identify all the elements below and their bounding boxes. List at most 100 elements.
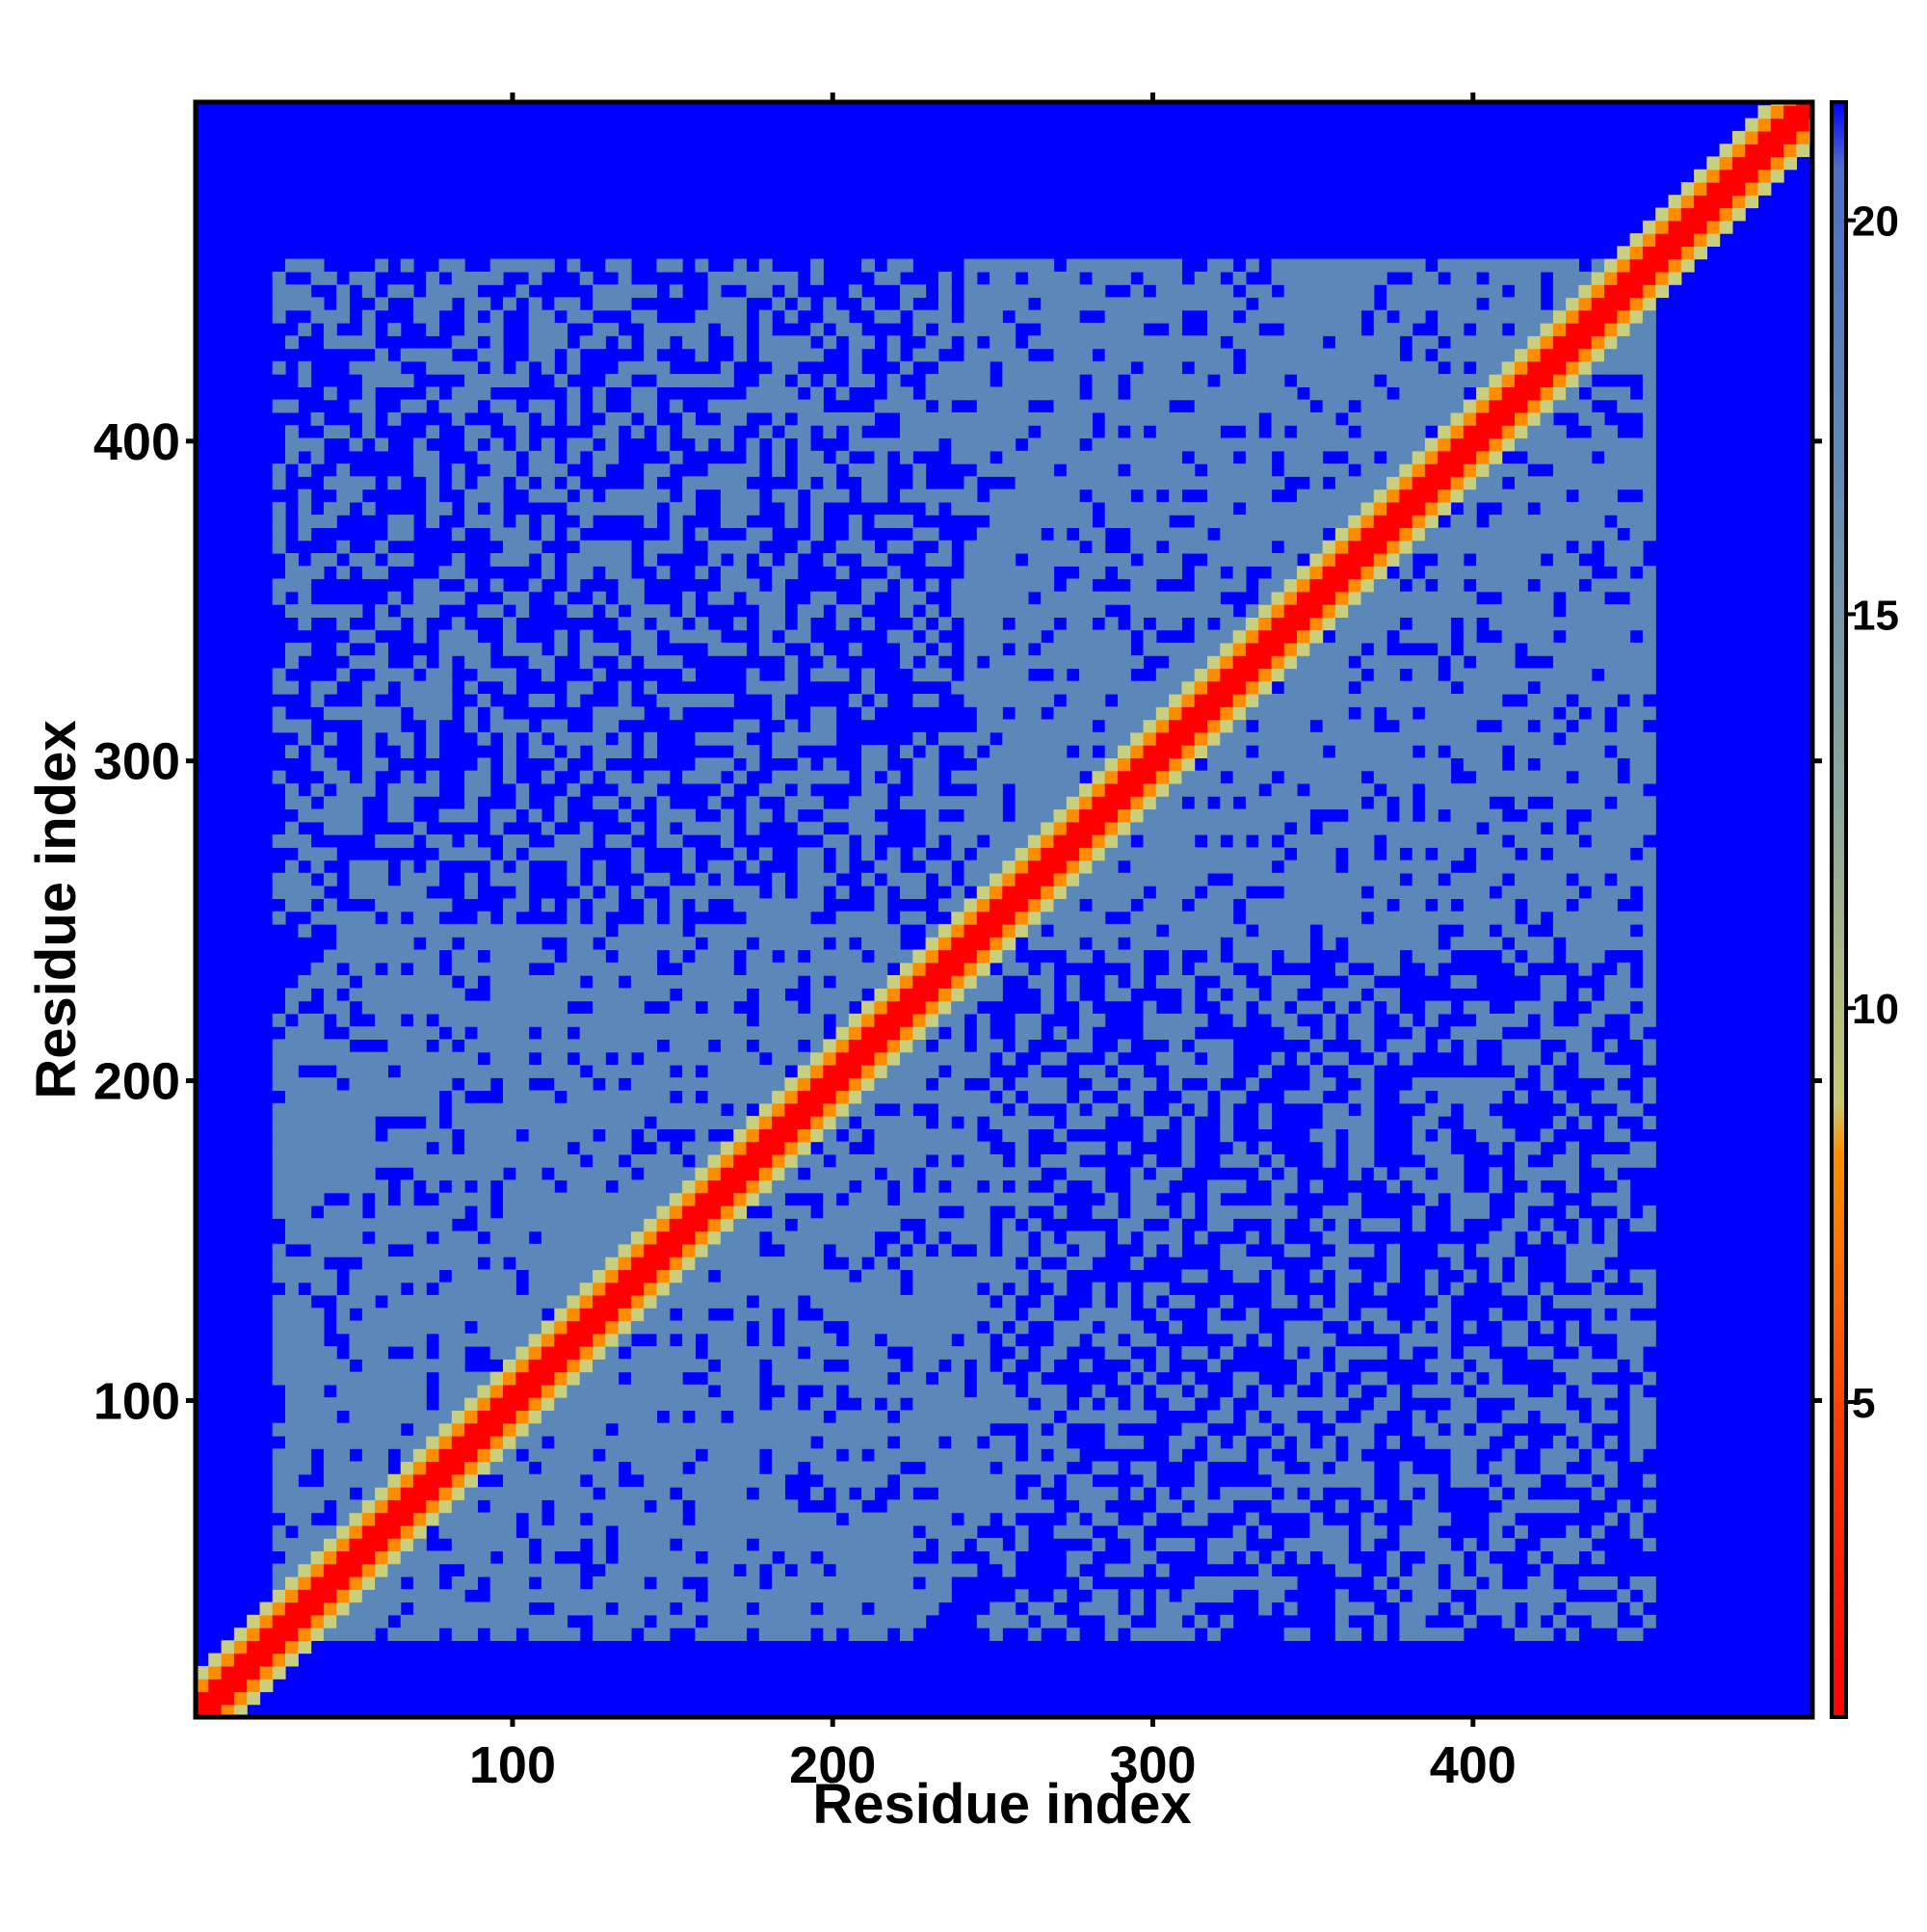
heatmap-cell bbox=[848, 1231, 862, 1245]
heatmap-cell bbox=[361, 1090, 376, 1104]
heatmap-cell bbox=[746, 501, 760, 516]
heatmap-cell bbox=[976, 1065, 990, 1078]
heatmap-cell bbox=[1079, 617, 1093, 631]
heatmap-cell bbox=[1130, 782, 1145, 797]
heatmap-cell bbox=[1002, 1294, 1016, 1309]
heatmap-cell bbox=[298, 284, 312, 299]
heatmap-cell bbox=[720, 1333, 734, 1347]
heatmap-cell bbox=[733, 1448, 748, 1463]
heatmap-cell bbox=[990, 1039, 1003, 1053]
heatmap-cell bbox=[426, 1077, 440, 1092]
heatmap-cell bbox=[272, 680, 286, 695]
heatmap-cell bbox=[990, 323, 1003, 336]
heatmap-cell bbox=[528, 399, 542, 413]
heatmap-cell bbox=[937, 860, 952, 874]
heatmap-cell bbox=[976, 1410, 990, 1424]
heatmap-cell bbox=[1053, 655, 1068, 670]
heatmap-cell bbox=[976, 629, 990, 644]
heatmap-cell bbox=[477, 1524, 491, 1539]
heatmap-cell bbox=[912, 1538, 927, 1551]
heatmap-cell bbox=[503, 1563, 516, 1577]
heatmap-cell bbox=[976, 527, 990, 542]
heatmap-cell bbox=[797, 1410, 811, 1424]
heatmap-cell bbox=[1143, 1243, 1157, 1257]
heatmap-cell bbox=[925, 604, 939, 618]
heatmap-cell bbox=[784, 399, 799, 413]
heatmap-cell bbox=[874, 1371, 888, 1386]
heatmap-cell bbox=[387, 1013, 402, 1027]
heatmap-cell bbox=[964, 489, 978, 503]
heatmap-cell bbox=[438, 1218, 453, 1232]
heatmap-cell bbox=[644, 1167, 658, 1181]
heatmap-cell bbox=[1053, 425, 1068, 439]
heatmap-cell bbox=[1041, 1397, 1055, 1411]
heatmap-cell bbox=[797, 463, 811, 477]
heatmap-cell bbox=[874, 1576, 888, 1590]
heatmap-cell bbox=[925, 1065, 939, 1078]
heatmap-cell bbox=[515, 1218, 530, 1232]
heatmap-cell bbox=[361, 335, 376, 350]
heatmap-cell bbox=[426, 489, 440, 503]
heatmap-cell bbox=[1053, 1026, 1068, 1040]
heatmap-cell bbox=[528, 1512, 542, 1526]
heatmap-cell bbox=[772, 1473, 785, 1488]
heatmap-cell bbox=[298, 1128, 312, 1143]
heatmap-cell bbox=[387, 898, 402, 913]
heatmap-cell bbox=[874, 1320, 888, 1335]
heatmap-cell bbox=[925, 1128, 939, 1143]
heatmap-cell bbox=[541, 1550, 555, 1565]
heatmap-cell bbox=[412, 923, 427, 938]
heatmap-cell bbox=[593, 1039, 606, 1053]
heatmap-cell bbox=[593, 1231, 606, 1245]
heatmap-cell bbox=[990, 284, 1003, 299]
heatmap-cell bbox=[900, 1589, 913, 1603]
heatmap-cell bbox=[990, 1179, 1003, 1194]
heatmap-cell bbox=[1104, 680, 1119, 695]
heatmap-cell bbox=[451, 1282, 465, 1296]
heatmap-cell bbox=[1130, 1192, 1145, 1206]
heatmap-cell bbox=[605, 1384, 620, 1398]
heatmap-cell bbox=[593, 1333, 606, 1347]
heatmap-cell bbox=[400, 348, 414, 362]
heatmap-cell bbox=[1130, 1077, 1145, 1092]
heatmap-cell bbox=[489, 975, 504, 989]
heatmap-cell bbox=[797, 1538, 811, 1551]
heatmap-cell bbox=[874, 796, 888, 810]
heatmap-cell bbox=[400, 1524, 414, 1539]
heatmap-cell bbox=[1027, 975, 1042, 989]
heatmap-cell bbox=[1053, 898, 1068, 913]
heatmap-cell bbox=[733, 540, 748, 554]
heatmap-cell bbox=[567, 911, 581, 925]
heatmap-cell bbox=[489, 1435, 504, 1449]
heatmap-cell bbox=[298, 834, 312, 848]
heatmap-cell bbox=[1130, 731, 1145, 746]
heatmap-cell bbox=[593, 553, 606, 567]
heatmap-cell bbox=[1155, 1231, 1170, 1245]
heatmap-cell bbox=[976, 1294, 990, 1309]
heatmap-cell bbox=[605, 425, 620, 439]
heatmap-cell bbox=[361, 1576, 376, 1590]
heatmap-cell bbox=[630, 1487, 645, 1500]
heatmap-cell bbox=[1143, 642, 1157, 656]
heatmap-cell bbox=[810, 1116, 824, 1129]
heatmap-cell bbox=[1092, 450, 1106, 464]
heatmap-cell bbox=[1002, 335, 1016, 350]
heatmap-cell bbox=[990, 1269, 1003, 1284]
heatmap-cell bbox=[400, 1397, 414, 1411]
heatmap-cell bbox=[886, 949, 901, 964]
heatmap-cell bbox=[784, 1333, 799, 1347]
heatmap-cell bbox=[489, 463, 504, 477]
heatmap-cell bbox=[298, 1346, 312, 1360]
heatmap-cell bbox=[375, 1448, 388, 1463]
heatmap-cell bbox=[426, 1257, 440, 1270]
heatmap-cell bbox=[823, 1435, 837, 1449]
heatmap-cell bbox=[644, 1538, 658, 1551]
heatmap-cell bbox=[593, 1065, 606, 1078]
heatmap-cell bbox=[438, 1039, 453, 1053]
heatmap-cell bbox=[489, 1448, 504, 1463]
heatmap-cell bbox=[937, 1448, 952, 1463]
heatmap-cell bbox=[323, 872, 337, 887]
heatmap-cell bbox=[1130, 911, 1145, 925]
heatmap-cell bbox=[387, 553, 402, 567]
heatmap-cell bbox=[1143, 1026, 1157, 1040]
